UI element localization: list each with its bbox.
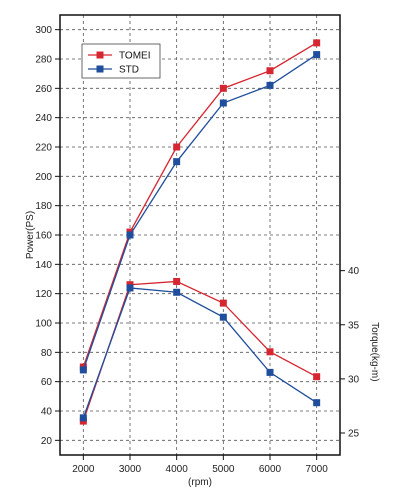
- right-tick-label: 35: [348, 320, 360, 331]
- series-point-tomei-power: [219, 84, 227, 92]
- left-tick-label: 240: [35, 113, 52, 124]
- left-tick-label: 200: [35, 172, 52, 183]
- left-tick-label: 180: [35, 201, 52, 212]
- legend: TOMEI STD: [81, 43, 161, 79]
- series-point-std-torque: [313, 399, 321, 407]
- legend-marker: [96, 51, 104, 59]
- left-tick-label: 220: [35, 143, 52, 154]
- x-tick-label: 2000: [72, 464, 95, 475]
- grid-lines: [60, 15, 340, 455]
- series-point-std-power: [126, 231, 134, 239]
- left-tick-label: 280: [35, 55, 52, 66]
- series-line-std-power: [82, 54, 318, 371]
- y-axis-label-left: Power(PS): [25, 211, 36, 259]
- left-tick-label: 260: [35, 84, 52, 95]
- x-tick-label: 3000: [119, 464, 142, 475]
- series-point-std-torque: [173, 288, 181, 296]
- x-axis-label: (rpm): [188, 477, 212, 488]
- series-line-tomei-power: [82, 42, 317, 368]
- series-line-std-torque: [82, 287, 318, 419]
- series-point-tomei-torque: [266, 348, 274, 356]
- left-tick-label: 40: [41, 407, 53, 418]
- series-point-std-power: [173, 158, 181, 166]
- right-tick-label: 40: [348, 266, 360, 277]
- x-tick-label: 5000: [212, 464, 235, 475]
- left-tick-label: 160: [35, 231, 52, 242]
- series-point-tomei-power: [266, 67, 274, 75]
- series-point-tomei-power: [313, 39, 321, 47]
- series-point-tomei-torque: [173, 277, 181, 285]
- series-point-std-power: [313, 51, 321, 59]
- x-tick-label: 6000: [259, 464, 282, 475]
- series-point-std-torque: [79, 414, 87, 422]
- x-tick-label: 4000: [166, 464, 189, 475]
- series-point-tomei-torque: [219, 299, 227, 307]
- series-point-std-torque: [126, 284, 134, 292]
- legend-items: TOMEI STD: [88, 51, 150, 76]
- legend-marker: [96, 65, 104, 73]
- left-tick-label: 60: [41, 377, 53, 388]
- series-point-tomei-power: [173, 143, 181, 151]
- series-layer: [79, 39, 321, 425]
- series-point-std-torque: [266, 368, 274, 376]
- series-point-std-torque: [219, 313, 227, 321]
- series-point-std-power: [266, 81, 274, 89]
- left-tick-label: 300: [35, 25, 52, 36]
- left-tick-label: 100: [35, 319, 52, 330]
- left-tick-label: 140: [35, 260, 52, 271]
- series-point-tomei-torque: [313, 373, 321, 381]
- left-tick-label: 120: [35, 289, 52, 300]
- x-tick-label: 7000: [306, 464, 329, 475]
- left-tick-label: 80: [41, 348, 53, 359]
- series-line-tomei-torque: [82, 280, 317, 422]
- x-axis-ticks: 2000 3000 4000 5000 6000 7000: [72, 455, 328, 475]
- left-axis-ticks: 20 40 60 80 100 120 140 160 180 200 220 240 260 280 30…: [35, 25, 60, 447]
- left-tick-label: 20: [41, 436, 53, 447]
- legend-entry-label: TOMEI: [119, 51, 150, 62]
- right-tick-label: 30: [348, 374, 360, 385]
- y-axis-label-right: Torque(kg-m): [369, 322, 380, 381]
- legend-box: [81, 43, 161, 79]
- series-point-std-power: [219, 99, 227, 107]
- legend-entry-label: STD: [119, 65, 139, 76]
- right-axis-ticks: 25 30 35 40: [340, 266, 360, 440]
- series-point-std-power: [79, 366, 87, 374]
- right-tick-label: 25: [348, 429, 360, 440]
